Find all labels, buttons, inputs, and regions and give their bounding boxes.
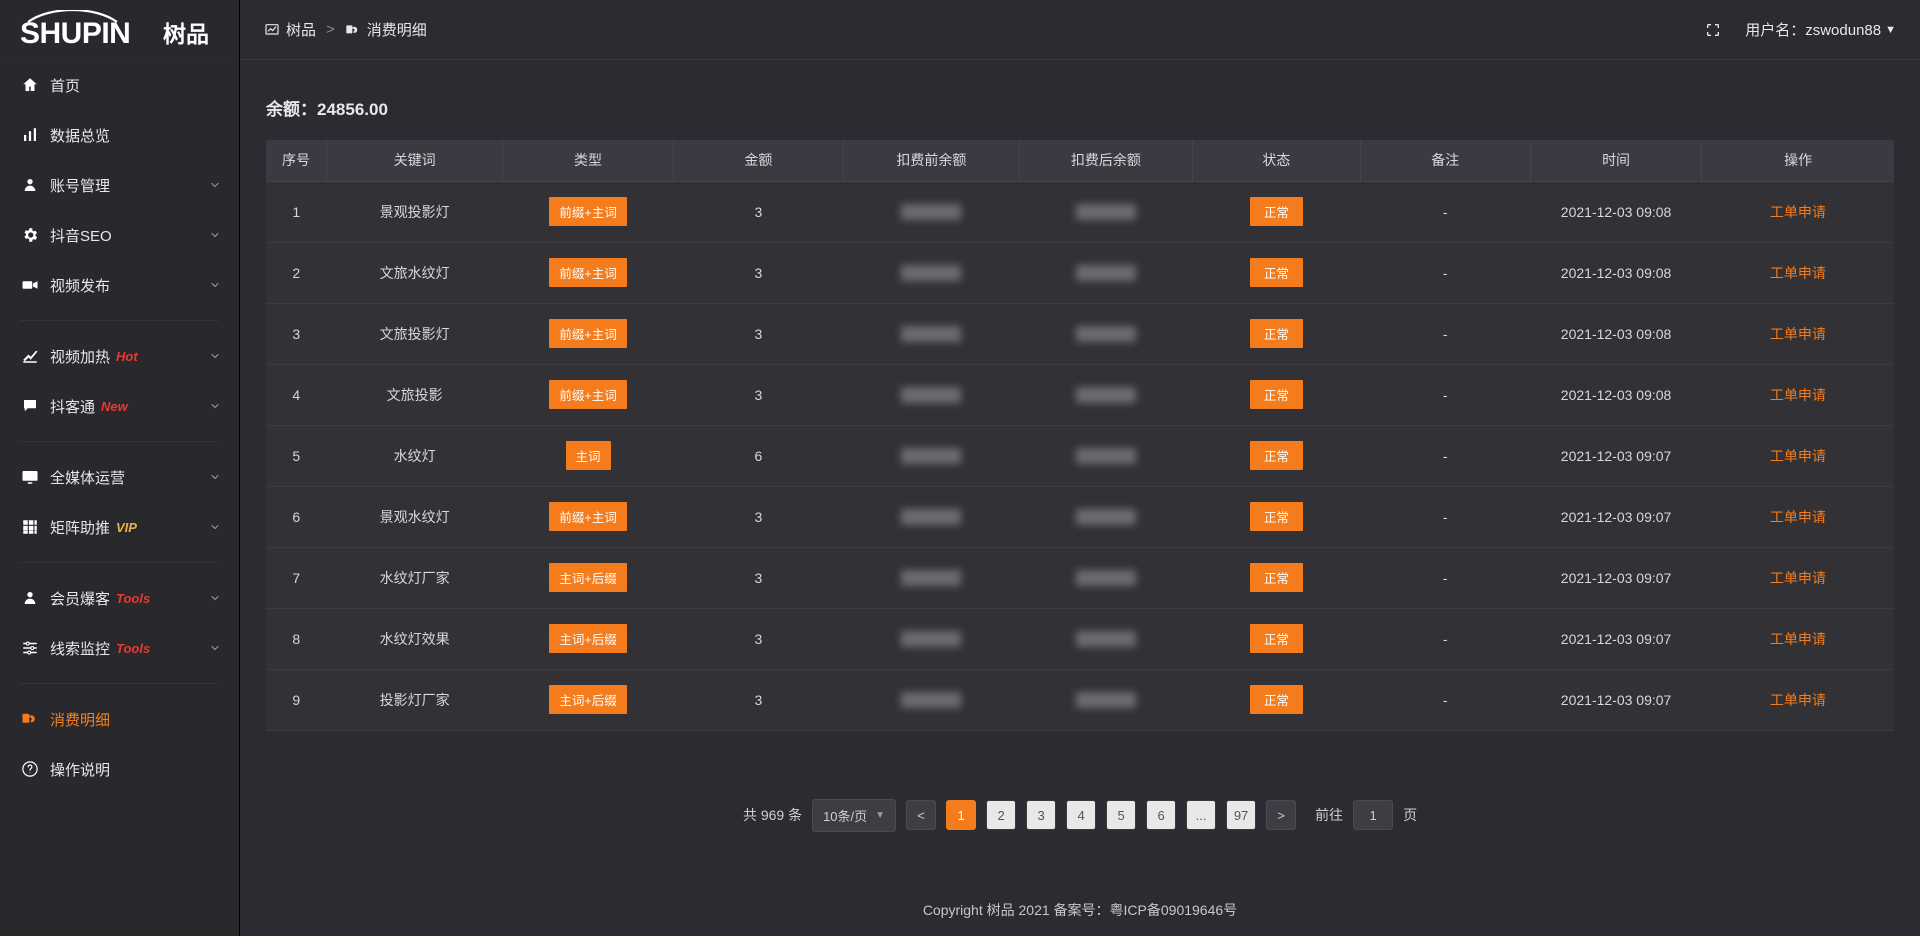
svg-text:树品: 树品 bbox=[163, 21, 209, 47]
svg-text:SHUPIN: SHUPIN bbox=[20, 17, 130, 50]
